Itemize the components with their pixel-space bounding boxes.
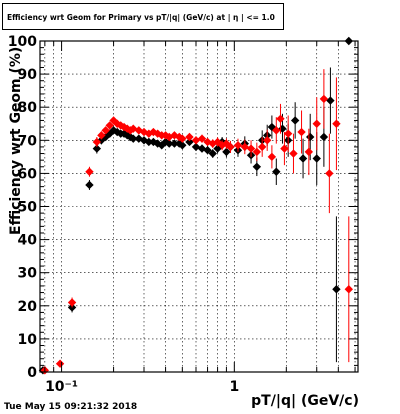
data-point [332, 285, 341, 294]
x-tick-label: 10⁻¹ [45, 379, 78, 395]
data-point [178, 134, 187, 143]
y-tick-label: 80 [18, 100, 38, 116]
data-point [252, 147, 262, 157]
x-tick-label: 1 [229, 379, 239, 395]
data-point [170, 139, 179, 148]
data-point [326, 96, 335, 105]
data-point [233, 141, 243, 150]
data-point [123, 124, 132, 133]
data-point [272, 126, 281, 135]
data-point [344, 285, 354, 294]
y-tick-label: 60 [18, 166, 38, 182]
data-point [109, 126, 118, 135]
data-point [297, 127, 306, 137]
data-point [92, 144, 102, 153]
data-point [252, 162, 262, 171]
data-point [289, 149, 298, 158]
data-point [306, 132, 315, 142]
data-point [197, 134, 207, 143]
data-point [178, 141, 187, 150]
footer-timestamp: Tue May 15 09:21:32 2018 [4, 402, 137, 412]
data-layer [38, 36, 354, 375]
data-point [144, 137, 154, 147]
data-point [226, 142, 235, 152]
data-point [101, 126, 110, 135]
data-point [319, 94, 329, 104]
data-point [267, 122, 277, 132]
data-point [165, 132, 174, 142]
series-1 [40, 69, 354, 375]
data-point [67, 303, 77, 312]
y-tick-label: 50 [18, 200, 38, 216]
data-point [119, 122, 129, 132]
data-point [185, 132, 194, 142]
y-axis-title: Efficiency wrt Geom (%) [8, 47, 24, 235]
x-axis-title: pT/|q| (GeV/c) [251, 393, 359, 409]
data-point [312, 154, 321, 163]
y-tick-label: 0 [27, 365, 37, 381]
data-point [246, 144, 256, 153]
data-point [85, 167, 94, 176]
data-point [203, 146, 212, 155]
data-point [278, 124, 287, 133]
data-point [257, 142, 267, 152]
data-point [319, 132, 329, 142]
data-point [222, 147, 231, 157]
data-point [55, 359, 65, 368]
data-point [129, 134, 138, 143]
plot-frame [39, 40, 359, 373]
data-point [92, 137, 102, 147]
data-point [272, 167, 281, 176]
data-point [191, 142, 201, 152]
axis-layer: 0 10 20 30 40 50 60 70 80 90 100 10⁻¹ 1 [8, 34, 358, 395]
data-point [185, 137, 194, 147]
data-point [191, 136, 201, 145]
y-tick-label: 100 [8, 34, 37, 50]
data-point [165, 139, 174, 148]
y-tick-label: 90 [18, 67, 38, 83]
data-point [325, 169, 334, 178]
data-point [240, 142, 250, 152]
y-tick-label: 10 [18, 332, 38, 348]
grid-layer [40, 41, 358, 372]
y-tick-label: 20 [18, 299, 38, 315]
data-point [267, 152, 277, 162]
data-point [304, 147, 314, 157]
data-point [67, 298, 77, 307]
data-point [290, 116, 300, 125]
data-point [262, 136, 272, 145]
y-tick-label: 70 [18, 133, 38, 149]
data-point [105, 121, 114, 130]
data-point [97, 131, 106, 140]
data-point [298, 154, 308, 163]
y-tick-label: 30 [18, 266, 38, 282]
data-point [332, 119, 341, 128]
y-tick-label: 40 [18, 233, 38, 249]
data-point [280, 144, 289, 153]
data-point [109, 116, 118, 125]
data-point [208, 149, 217, 158]
data-point [283, 129, 293, 138]
data-point [312, 119, 321, 128]
title-box [2, 3, 284, 30]
chart-title: Efficiency wrt Geom for Primary vs pT/|q… [7, 13, 275, 23]
data-point [276, 114, 285, 123]
data-point [85, 180, 94, 190]
